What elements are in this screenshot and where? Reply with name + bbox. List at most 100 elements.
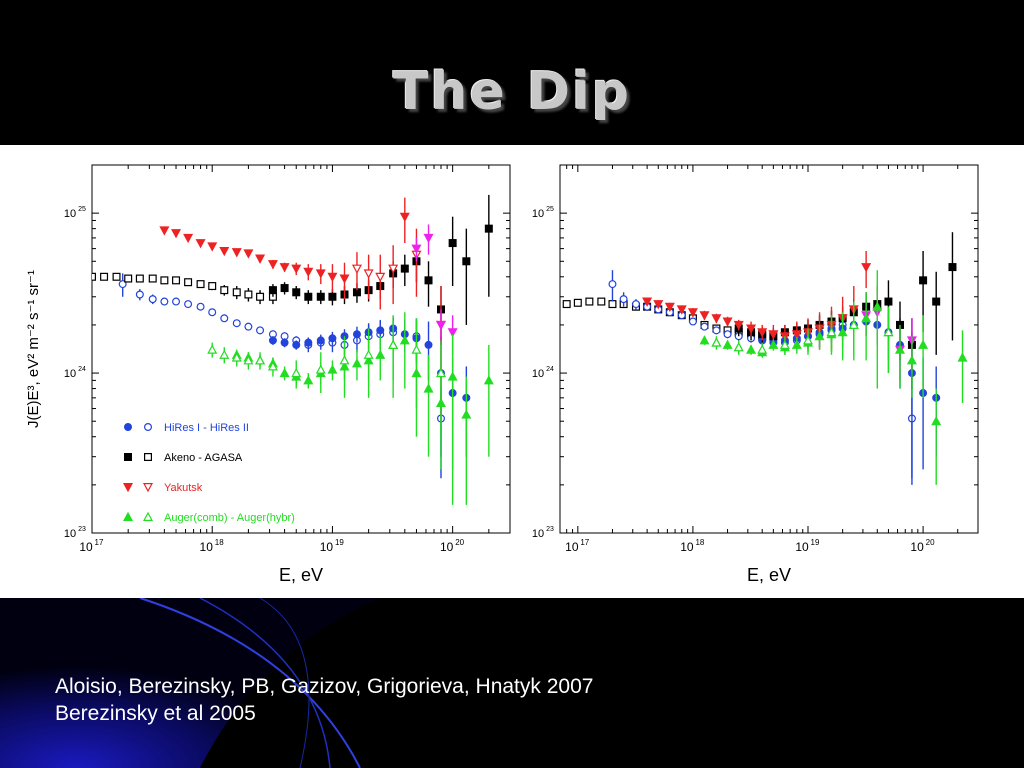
data-point <box>883 326 894 337</box>
data-point <box>814 330 825 341</box>
data-point <box>722 339 733 349</box>
data-point <box>291 264 302 274</box>
data-point <box>957 352 968 362</box>
data-point <box>219 246 230 257</box>
data-point <box>423 383 434 393</box>
x-tick-exponent: 19 <box>335 538 344 547</box>
data-point <box>375 349 386 359</box>
plot-frame <box>559 164 979 534</box>
plot-frame <box>91 164 511 534</box>
data-point <box>112 272 121 281</box>
data-point <box>919 276 928 285</box>
data-point <box>461 409 472 419</box>
data-point <box>328 292 337 301</box>
data-point <box>327 272 338 283</box>
y-tick-exponent: 25 <box>78 206 86 213</box>
data-point <box>363 349 374 359</box>
data-point <box>802 335 814 345</box>
data-point <box>723 330 732 339</box>
y-tick-label: 10 <box>64 208 76 220</box>
data-point <box>268 286 277 295</box>
data-point <box>267 361 278 371</box>
x-tick-label: 10 <box>79 540 93 554</box>
data-point <box>231 248 242 258</box>
data-point <box>884 297 893 306</box>
data-point <box>573 298 582 307</box>
data-point <box>597 297 606 306</box>
data-point <box>861 263 872 273</box>
figure-panel: 10 17 10 18 10 19 10 20 10 23 10 24 10 25 E, eV J(E)E³,… <box>0 145 1024 598</box>
data-point <box>411 344 422 354</box>
x-axis-label: E, eV <box>747 565 791 585</box>
data-point <box>208 308 217 317</box>
data-point <box>292 288 301 297</box>
data-point <box>757 328 768 338</box>
data-point <box>711 337 722 347</box>
series-akeno <box>92 272 277 305</box>
y-tick-label: 10 <box>532 528 544 540</box>
data-point <box>220 286 229 295</box>
data-point <box>447 371 458 381</box>
data-point <box>255 254 266 264</box>
y-axis-label: J(E)E³, eV² m⁻² s⁻¹ sr⁻¹ <box>25 270 42 428</box>
data-point <box>483 375 494 385</box>
x-tick-label: 10 <box>440 540 454 554</box>
legend-marker-filled <box>122 511 134 521</box>
x-tick-exponent: 18 <box>695 538 704 547</box>
data-point <box>411 244 422 254</box>
x-tick-label: 10 <box>200 540 214 554</box>
data-point <box>424 276 433 285</box>
legend-marker-filled <box>122 483 134 493</box>
data-point <box>653 300 664 310</box>
data-point <box>219 349 230 359</box>
series-auger_hybr <box>207 315 446 437</box>
data-layer <box>92 194 494 505</box>
data-point <box>746 324 757 334</box>
data-point <box>172 297 181 306</box>
data-point <box>791 339 802 349</box>
citations: Aloisio, Berezinsky, PB, Gazizov, Grigor… <box>55 673 593 727</box>
legend-marker-filled <box>123 453 132 462</box>
data-point <box>208 282 217 291</box>
data-point <box>918 339 929 349</box>
data-point <box>687 308 698 318</box>
y-tick-label: 10 <box>532 368 544 380</box>
legend-marker-open <box>142 483 154 493</box>
x-tick-exponent: 18 <box>215 538 224 547</box>
data-point <box>861 313 872 323</box>
data-point <box>375 272 386 283</box>
data-point <box>267 260 278 270</box>
data-point <box>135 290 144 299</box>
data-point <box>280 284 289 293</box>
data-point <box>244 290 253 299</box>
x-tick-label: 10 <box>320 540 334 554</box>
data-point <box>243 249 254 259</box>
x-axis-label: E, eV <box>279 565 323 585</box>
data-point <box>688 317 697 326</box>
data-point <box>339 274 350 284</box>
data-point <box>931 415 942 426</box>
data-point <box>562 300 571 309</box>
data-point <box>733 342 744 352</box>
legend-marker-open <box>144 453 153 462</box>
data-point <box>826 326 837 337</box>
data-point <box>484 224 493 233</box>
y-tick-label: 10 <box>532 208 544 220</box>
data-point <box>399 212 410 222</box>
y-tick-label: 10 <box>64 528 76 540</box>
data-point <box>256 326 265 335</box>
data-point <box>124 274 133 283</box>
data-point <box>279 263 290 273</box>
data-point <box>351 264 362 274</box>
data-point <box>699 335 710 345</box>
y-tick-exponent: 24 <box>78 366 86 373</box>
data-point <box>279 367 290 378</box>
x-tick-exponent: 19 <box>811 538 820 547</box>
data-point <box>376 326 385 335</box>
data-point <box>256 292 265 301</box>
x-tick-label: 10 <box>565 540 579 554</box>
data-point <box>135 274 144 283</box>
x-tick-exponent: 20 <box>926 538 935 547</box>
